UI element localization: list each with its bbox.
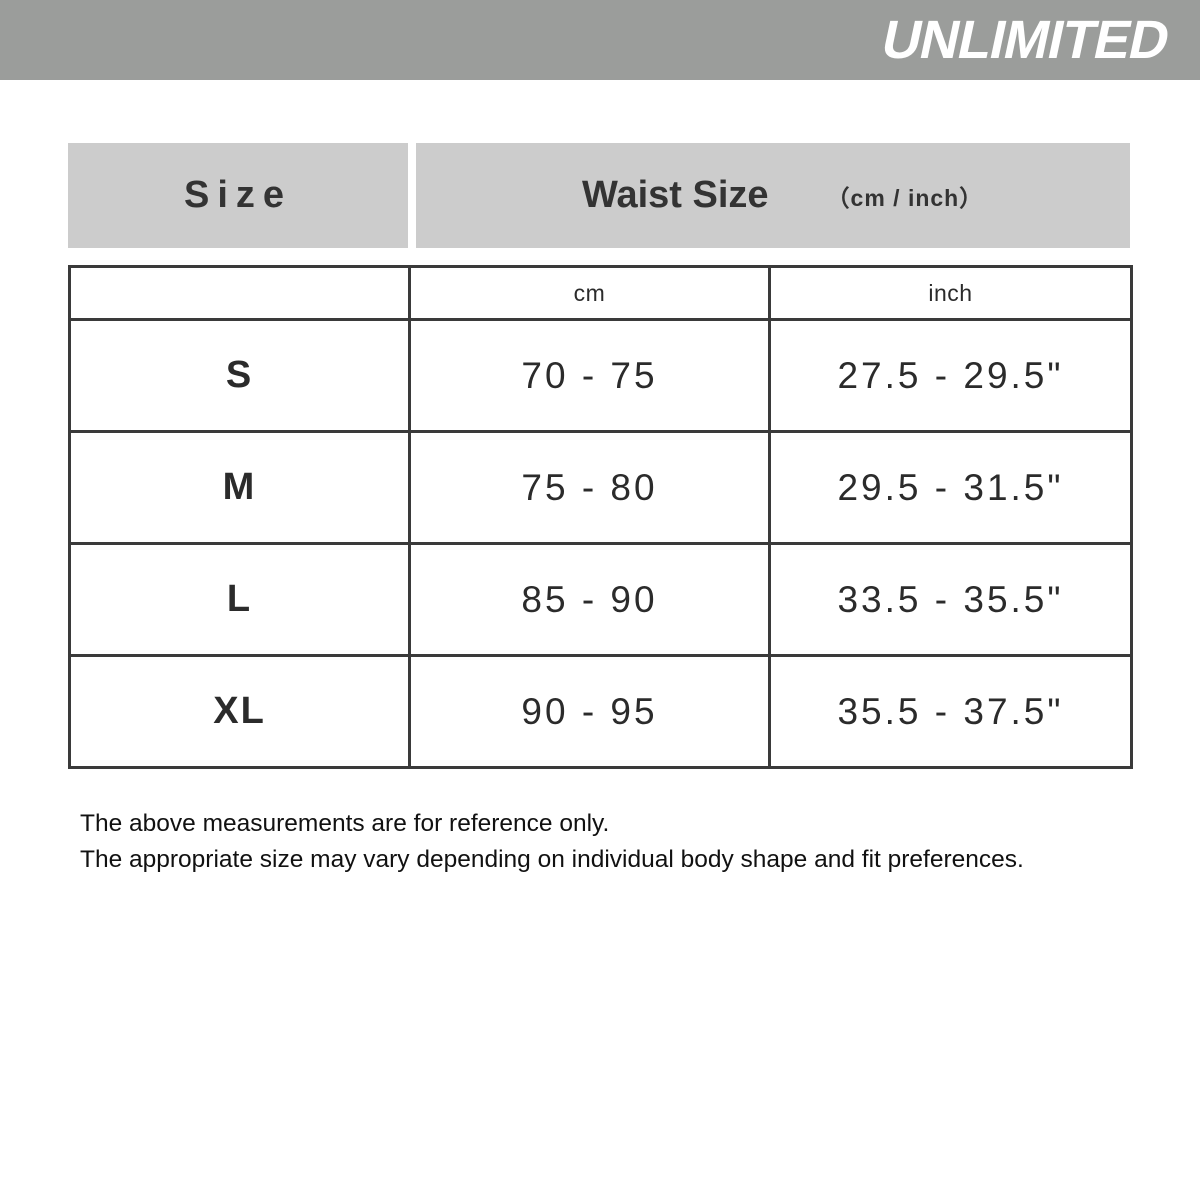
table-row: S 70 - 75 27.5 - 29.5" [68,318,1133,433]
table-row: M 75 - 80 29.5 - 31.5" [68,430,1133,545]
footnote-line-1: The above measurements are for reference… [80,810,610,837]
cell-cm: 90 - 95 [408,654,771,769]
subheader-cell-inch: inch [768,265,1133,321]
cell-cm: 70 - 75 [408,318,771,433]
table-row: L 85 - 90 33.5 - 35.5" [68,542,1133,657]
cell-cm: 75 - 80 [408,430,771,545]
brand-banner: UNLIMITED [0,0,1200,80]
header-label-units: （cm / inch） [826,184,984,211]
cell-size: M [68,430,411,545]
cell-size: XL [68,654,411,769]
header-label-size: Size [183,174,293,216]
cell-inch: 29.5 - 31.5" [768,430,1133,545]
table-subheader-row: cm inch [68,265,1133,321]
header-box-size: Size [68,143,408,248]
header-label-waist: Waist Size [582,174,769,216]
header-box-divider [408,143,416,248]
size-chart-table: cm inch S 70 - 75 27.5 - 29.5" M 75 - 80… [68,265,1133,769]
table-row: XL 90 - 95 35.5 - 37.5" [68,654,1133,769]
footnote: The above measurements are for reference… [80,806,1140,878]
subheader-cell-size [68,265,411,321]
cell-size: S [68,318,411,433]
footnote-line-2: The appropriate size may vary depending … [80,846,1024,873]
cell-inch: 33.5 - 35.5" [768,542,1133,657]
subheader-cell-cm: cm [408,265,771,321]
table-header-banner: Size Waist Size （cm / inch） [68,143,1130,248]
cell-inch: 35.5 - 37.5" [768,654,1133,769]
cell-cm: 85 - 90 [408,542,771,657]
header-box-waist: Waist Size （cm / inch） [416,143,1130,248]
cell-inch: 27.5 - 29.5" [768,318,1133,433]
brand-logo: UNLIMITED [876,10,1175,70]
cell-size: L [68,542,411,657]
